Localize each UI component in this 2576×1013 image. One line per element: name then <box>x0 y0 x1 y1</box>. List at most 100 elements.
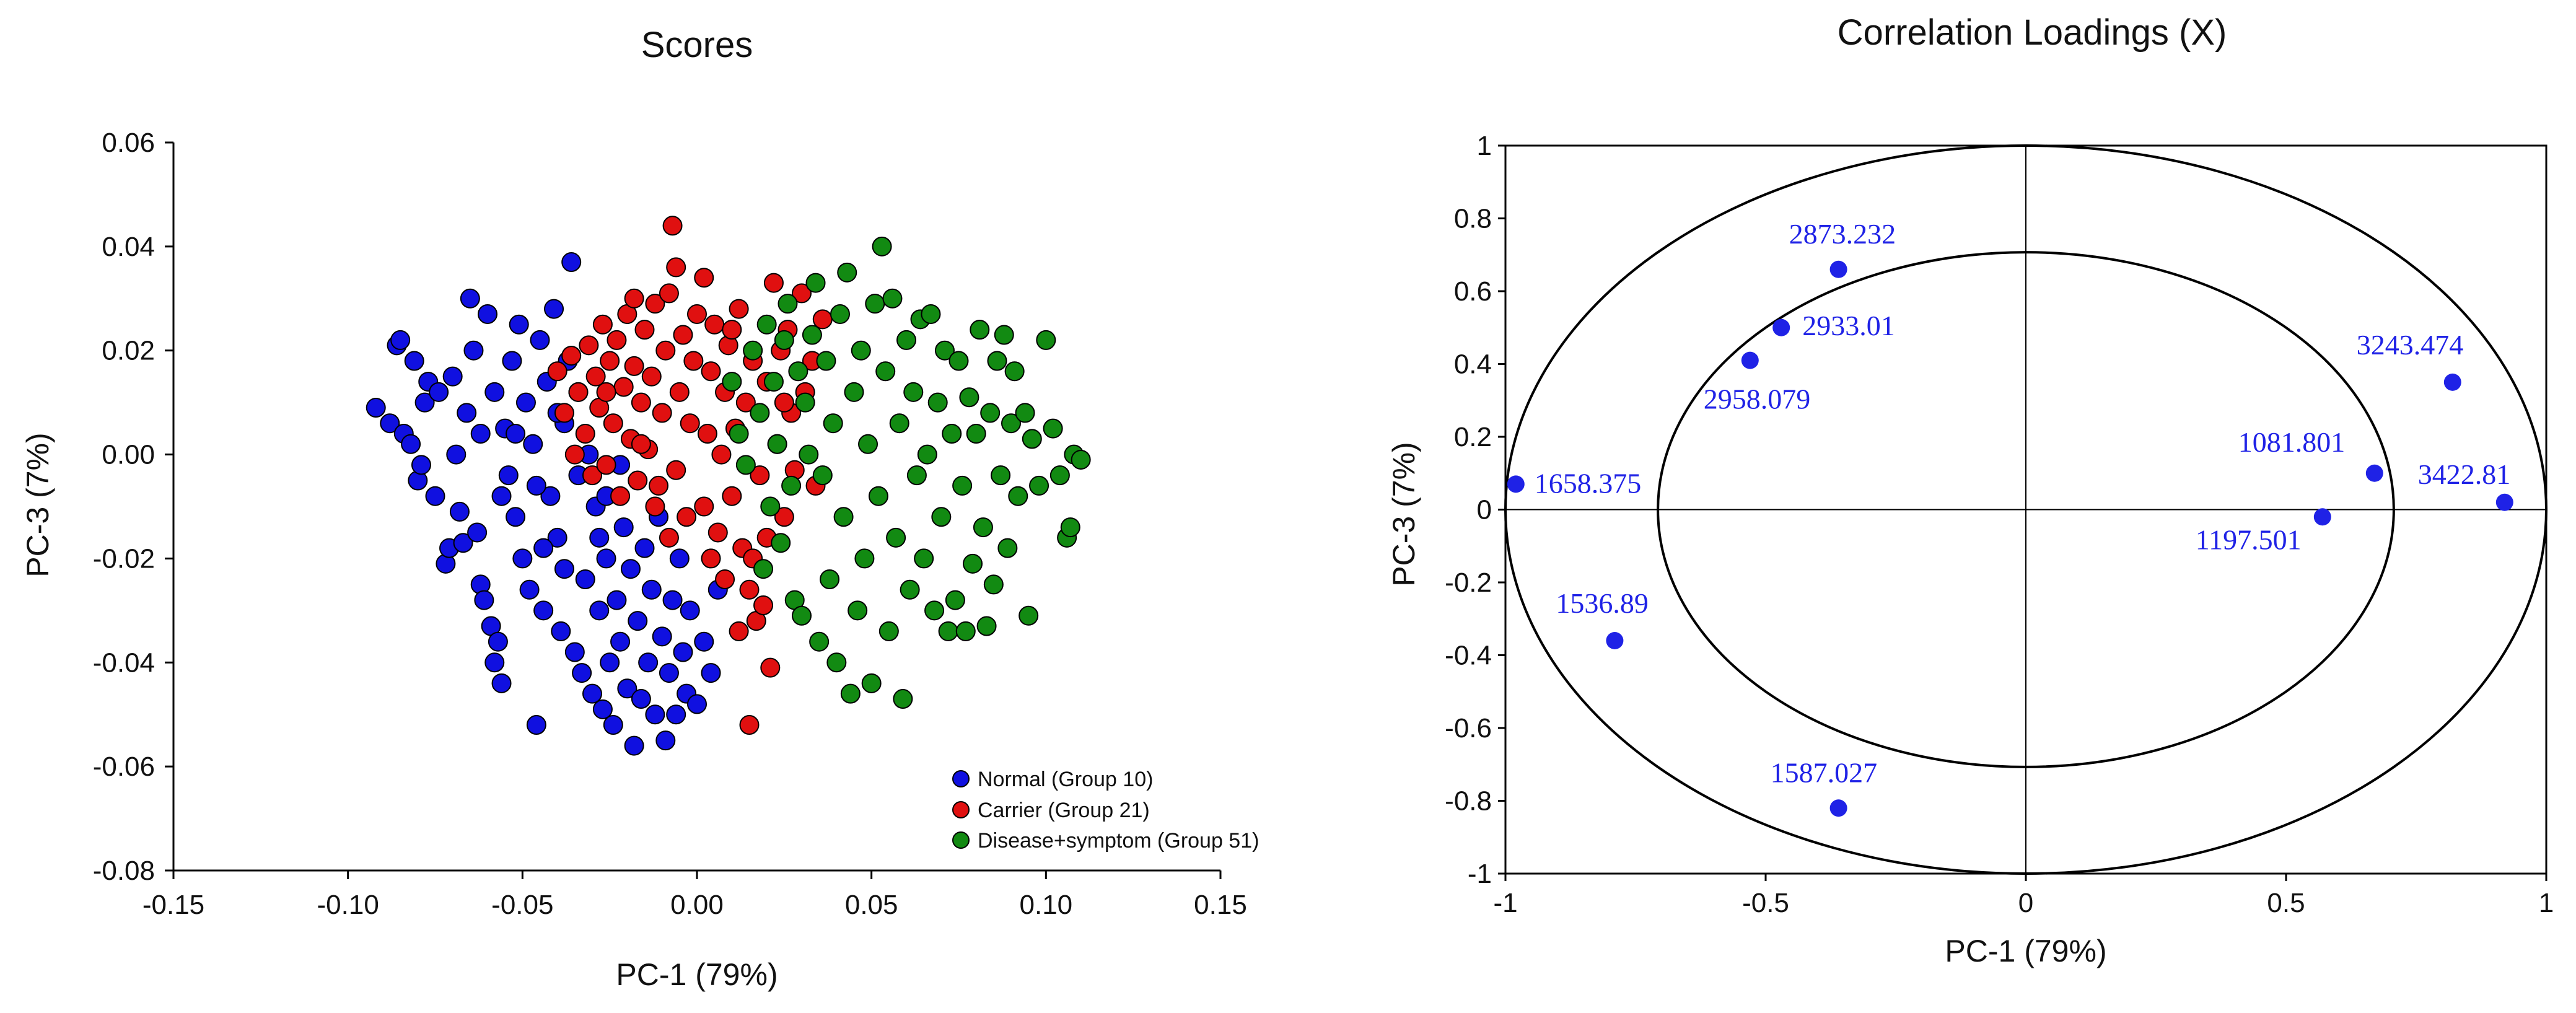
score-point-disease <box>844 382 864 402</box>
score-point-disease <box>812 465 833 486</box>
score-point-normal <box>589 600 610 621</box>
loadings-x-tick-label: 0.5 <box>2267 888 2305 918</box>
score-point-normal <box>655 730 676 751</box>
score-point-carrier <box>631 392 651 413</box>
score-point-normal <box>544 299 564 319</box>
score-point-carrier <box>610 486 631 506</box>
score-point-disease <box>970 320 990 340</box>
score-point-normal <box>390 330 411 350</box>
score-point-normal <box>694 631 714 652</box>
loadings-x-tick-label: 0 <box>2018 888 2033 918</box>
score-point-normal <box>631 689 651 709</box>
loadings-y-tick-label: 0.2 <box>1454 422 1492 452</box>
score-point-carrier <box>735 392 756 413</box>
score-point-disease <box>987 351 1007 371</box>
score-point-disease <box>994 325 1014 345</box>
score-point-normal <box>474 590 494 610</box>
score-point-disease <box>1036 330 1056 350</box>
loadings-y-tick-label: -0.4 <box>1445 641 1492 671</box>
score-point-carrier <box>628 470 648 491</box>
score-point-disease <box>878 621 899 641</box>
score-point-disease <box>991 465 1011 486</box>
score-point-normal <box>446 444 467 465</box>
score-point-disease <box>771 533 791 553</box>
score-point-carrier <box>774 392 794 413</box>
score-point-disease <box>875 361 896 382</box>
score-point-disease <box>809 631 830 652</box>
scores-title: Scores <box>641 25 753 65</box>
score-point-disease <box>889 413 909 434</box>
score-point-normal <box>491 486 512 506</box>
score-point-carrier <box>683 351 704 371</box>
score-point-carrier <box>774 507 794 527</box>
loadings-y-tick-label: 0 <box>1477 495 1492 525</box>
score-point-disease <box>816 351 836 371</box>
score-point-disease <box>1022 429 1042 449</box>
score-point-disease <box>1071 449 1091 470</box>
score-point-carrier <box>711 444 732 465</box>
loading-point-label: 1081.801 <box>2238 426 2346 458</box>
score-point-disease <box>1004 361 1025 382</box>
score-point-normal <box>624 735 644 756</box>
score-point-carrier <box>697 424 717 444</box>
score-point-normal <box>669 548 690 569</box>
score-point-carrier <box>739 579 760 600</box>
score-point-disease <box>927 392 948 413</box>
loading-point <box>2443 373 2461 391</box>
score-point-disease <box>948 351 969 371</box>
score-point-carrier <box>659 527 679 548</box>
loading-point-label: 1658.375 <box>1535 467 1642 499</box>
score-point-carrier <box>575 424 595 444</box>
score-point-disease <box>826 652 847 673</box>
scores-y-tick-label: -0.02 <box>93 543 155 574</box>
score-point-normal <box>484 652 505 673</box>
score-point-carrier <box>596 455 616 475</box>
score-point-carrier <box>708 522 728 543</box>
score-point-carrier <box>669 382 690 402</box>
legend-label-disease: Disease+symptom (Group 51) <box>978 829 1259 853</box>
score-point-normal <box>613 517 634 538</box>
score-point-normal <box>502 351 522 371</box>
score-point-normal <box>659 663 679 683</box>
score-point-disease <box>942 424 962 444</box>
score-point-normal <box>582 683 602 704</box>
score-point-carrier <box>634 320 655 340</box>
loadings-y-tick-label: 0.4 <box>1454 349 1492 380</box>
score-point-normal <box>564 642 585 662</box>
score-point-normal <box>463 340 484 361</box>
scores-y-tick-label: 0.06 <box>102 128 155 158</box>
score-point-normal <box>506 424 526 444</box>
loading-point <box>2365 464 2383 482</box>
loadings-y-tick-label: -0.8 <box>1445 786 1492 817</box>
loading-point-label: 2933.01 <box>1802 310 1895 341</box>
score-point-disease <box>792 605 812 626</box>
score-point-disease <box>763 372 784 392</box>
score-point-disease <box>778 294 798 314</box>
score-point-carrier <box>568 382 589 402</box>
score-point-disease <box>851 340 871 361</box>
score-point-normal <box>607 590 627 610</box>
score-point-normal <box>530 330 550 350</box>
score-point-carrier <box>655 340 676 361</box>
score-point-carrier <box>596 382 616 402</box>
score-point-carrier <box>600 351 620 371</box>
score-point-normal <box>575 569 595 589</box>
scores-x-label: PC-1 (79%) <box>616 957 778 992</box>
score-point-normal <box>526 715 546 735</box>
score-point-normal <box>561 252 582 273</box>
loading-point-label: 1197.501 <box>2196 524 2302 555</box>
score-point-disease <box>952 475 973 496</box>
scores-x-tick-label: 0.10 <box>1020 890 1073 920</box>
score-point-normal <box>478 304 497 324</box>
score-point-disease <box>931 507 952 527</box>
scores-x-tick-label: 0.00 <box>670 890 724 920</box>
score-point-normal <box>666 704 686 725</box>
legend-marker-normal <box>952 770 970 787</box>
score-point-disease <box>1015 403 1035 423</box>
score-point-disease <box>917 444 937 465</box>
score-point-disease <box>896 330 916 350</box>
loadings-y-tick-label: 0.6 <box>1454 276 1492 307</box>
score-point-normal <box>498 465 519 486</box>
loadings-y-tick-label: 0.8 <box>1454 204 1492 234</box>
score-point-normal <box>457 403 477 423</box>
